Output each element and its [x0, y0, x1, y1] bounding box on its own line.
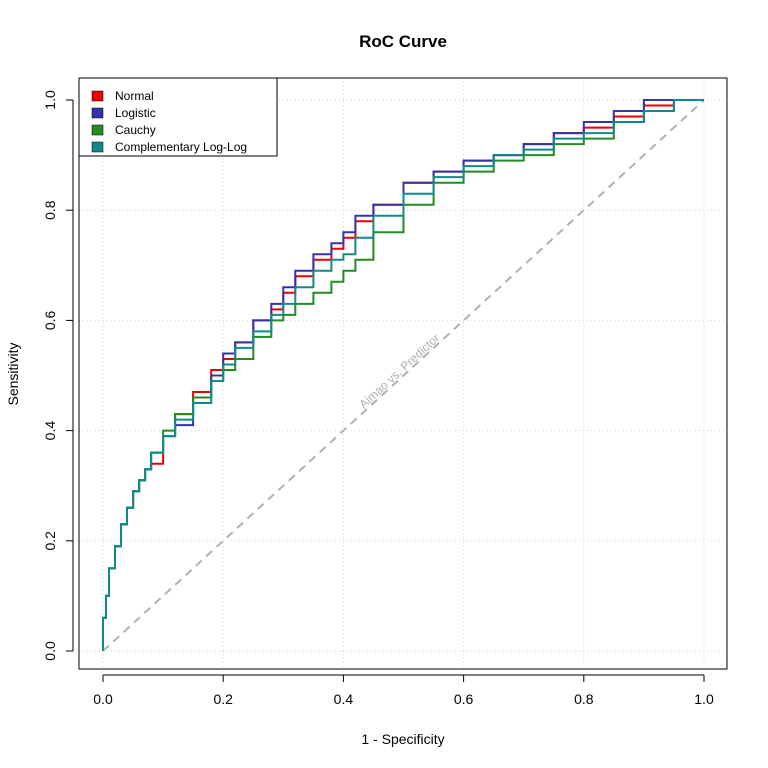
x-tick-label: 0.8 [574, 691, 594, 707]
plot-frame [78, 77, 728, 670]
x-tick-label: 0.6 [454, 691, 474, 707]
x-tick-label: 0.4 [334, 691, 354, 707]
legend-label: Complementary Log-Log [115, 140, 247, 154]
legend-label: Cauchy [115, 123, 156, 137]
x-tick-label: 0.0 [93, 691, 113, 707]
legend: Normal Logistic Cauchy Complementary Log-Lo… [78, 77, 278, 157]
y-axis-label: Sensitivity [5, 342, 21, 405]
x-axis-label: 1 - Specificity [361, 731, 444, 747]
legend-label: Normal [115, 89, 154, 103]
legend-swatch [91, 124, 104, 136]
legend-swatch [91, 107, 104, 119]
legend-swatch [91, 141, 104, 153]
series-line-complementary-log-log [102, 99, 704, 651]
legend-label: Logistic [115, 106, 156, 120]
chart-title: RoC Curve [359, 32, 447, 51]
y-tick-label: 0.4 [42, 421, 58, 441]
x-tick-label: 0.2 [213, 691, 233, 707]
diagonal-annotation: Aimao vs. Predictor [356, 331, 442, 412]
y-tick-label: 0.0 [42, 641, 58, 661]
y-tick-label: 0.2 [42, 531, 58, 551]
y-tick-label: 0.8 [42, 200, 58, 220]
diagonal-line [102, 99, 705, 652]
x-tick-label: 1.0 [694, 691, 714, 707]
y-axis: 0.0 0.2 0.4 0.6 0.8 1.0 [42, 90, 74, 661]
y-tick-label: 0.6 [42, 310, 58, 330]
series-lines [102, 99, 704, 651]
legend-swatch [91, 90, 104, 102]
x-axis: 0.0 0.2 0.4 0.6 0.8 1.0 [93, 674, 714, 707]
grid [79, 78, 727, 669]
y-tick-label: 1.0 [42, 90, 58, 110]
legend-box [78, 77, 278, 157]
